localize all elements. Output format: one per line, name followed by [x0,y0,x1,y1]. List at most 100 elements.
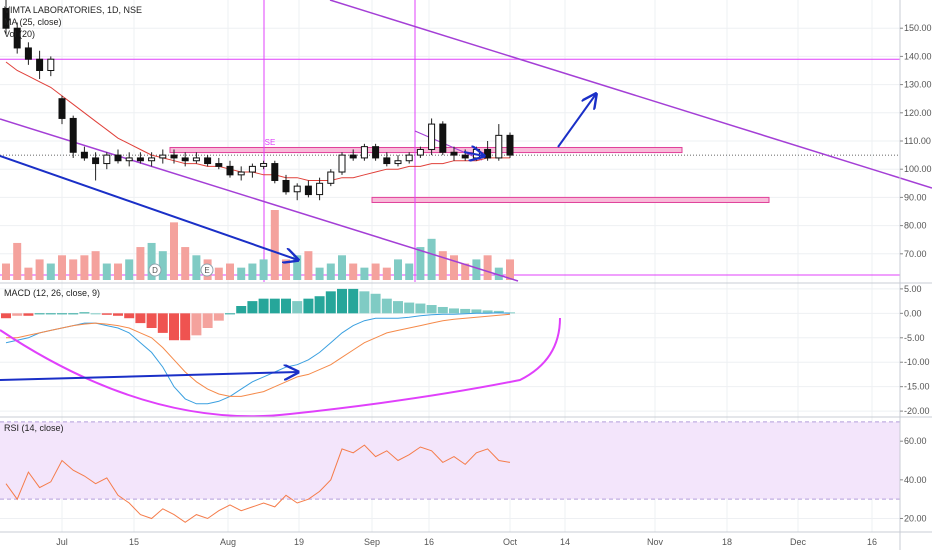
candle-body [215,163,223,167]
price-tick-label: 150.00 [904,23,932,33]
macd-tick-label: 0.00 [904,308,922,318]
volume-bar [248,263,257,280]
macd-histogram-bar [135,313,146,324]
price-tick-label: 80.00 [904,221,927,231]
candle-body [394,160,402,165]
macd-histogram-bar [381,298,392,314]
macd-arrow-drawing [0,372,298,381]
date-tick-label: 14 [560,537,570,547]
downtrend-line [329,0,932,189]
event-marker[interactable] [148,263,162,277]
macd-histogram-bar [269,298,280,314]
candle-body [248,165,256,173]
macd-histogram-bar [113,313,123,316]
candle-body [204,157,212,165]
rsi-tick-label: 60.00 [904,436,927,446]
volume-bar [405,263,414,280]
macd-histogram-bar [34,313,45,315]
support-zone [371,196,770,203]
volume-bar [349,263,358,280]
candle-body [36,58,44,72]
signal-line [6,313,511,397]
macd-curve-drawing [0,317,561,418]
candle-body [80,151,88,159]
date-tick-label: Dec [790,537,807,547]
price-zones [0,0,900,282]
candle-body [260,163,268,167]
macd-histogram-bar [169,313,179,341]
macd-histogram-bar [281,298,291,314]
macd-histogram-bar [337,288,347,314]
candle-body [13,27,21,49]
candle-body [226,165,234,176]
candle-body [2,7,10,29]
macd-histogram-bar [258,298,269,314]
price-axis[interactable]: 150.00 140.00 130.00 120.00 110.00 100.00 90.0… [900,23,932,523]
macd-histogram-bar [359,291,370,314]
macd-tick-label: 5.00 [904,284,922,294]
volume-bar [472,259,481,280]
macd-histogram-bar [325,291,336,314]
volume-bar [91,251,100,280]
macd-histogram-bar [180,313,191,341]
volume-bar [427,238,436,280]
price-tick-label: 90.00 [904,192,927,202]
event-markers[interactable]: D E SE [148,138,275,277]
candle-body [237,171,245,176]
candle-body [136,157,144,162]
candle-body [114,154,122,162]
volume-bar [438,251,447,280]
macd-histogram-bar [471,309,482,314]
candle-body [293,185,301,193]
volume-bar [58,255,66,280]
macd-legend: MACD (12, 26, close, 9) [4,288,100,298]
macd-histogram-bar [460,308,471,314]
volume-bar [102,263,111,280]
candle-body [383,157,391,165]
candle-body [282,179,290,193]
projection-arrow [0,155,298,260]
macd-histogram-bar [79,312,90,314]
date-tick-label: Nov [647,537,664,547]
volume-bar [304,251,313,280]
candle-body [192,157,200,162]
downtrend-line [0,118,519,282]
arrow-drawings [0,94,596,260]
time-axis[interactable]: Jul 15 Aug 19 Sep 16 Oct 14 Nov 18 Dec 16 [56,537,877,547]
macd-histogram-bar [12,313,23,316]
candle-body [484,148,492,159]
candle-body [372,146,380,159]
macd-histogram-bar [292,301,303,314]
candle-body [405,154,413,162]
volume-bar [338,255,346,280]
macd-histogram-bar [202,313,213,328]
volume-bar [270,210,279,280]
macd-histogram-bar [348,288,359,314]
macd-histogram-bar [370,293,381,314]
date-tick-label: Sep [364,537,380,547]
macd-histogram-bar [191,313,202,336]
volume-bar [326,263,335,280]
volume-bar [237,267,246,280]
event-marker[interactable] [200,263,214,277]
price-tick-label: 120.00 [904,108,932,118]
volume-bar [2,263,10,280]
candle-body [349,154,357,159]
volume-bar [382,267,391,280]
candle-body [338,154,346,173]
price-tick-label: 140.00 [904,51,932,61]
macd-histogram-bar [404,302,415,314]
macd-histogram-bar [157,313,168,333]
macd-histogram-bar [303,298,314,314]
volume-bar [35,259,44,280]
candle-body [428,123,436,150]
candle-body [58,98,66,119]
volume-bar [293,255,302,280]
volume-bar [259,259,268,280]
macd-histogram-bar [90,313,101,315]
macd-histogram-bar [236,306,247,314]
vol-legend: Vol (20) [4,29,35,39]
chart-title: VIMTA LABORATORIES, 1D, NSE [4,5,142,15]
ma-legend: MA (25, close) [4,17,62,27]
